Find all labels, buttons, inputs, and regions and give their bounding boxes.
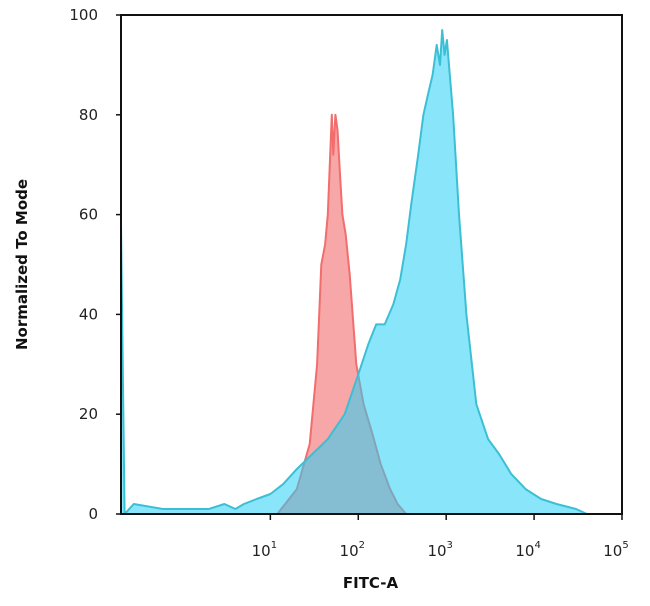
x-tick-base: 10 [603,542,622,560]
x-tick-exponent: 5 [622,540,628,551]
x-tick-base: 10 [427,542,446,560]
y-tick-label: 0 [88,505,98,523]
y-tick-layer: 0 20 40 60 80 100 [69,6,121,523]
y-tick-label: 60 [79,206,98,224]
x-tick-label: 102 [340,540,365,560]
x-tick-base: 10 [252,542,271,560]
y-tick-label: 40 [79,305,98,323]
x-tick-exponent: 4 [534,540,540,551]
y-tick-label: 20 [79,405,98,423]
series-layer [120,29,588,515]
x-tick-base: 10 [515,542,534,560]
x-tick-exponent: 1 [271,540,277,551]
x-tick-exponent: 2 [359,540,365,551]
x-tick-base: 10 [340,542,359,560]
histogram-series-2 [120,29,588,515]
x-tick-label: 101 [252,540,277,560]
x-tick-exponent: 3 [447,540,453,551]
x-axis-title: FITC-A [343,574,399,592]
x-tick-layer: 101 102 103 104 105 [252,514,629,560]
plot-frame [120,14,623,515]
y-axis-title: Normalized To Mode [13,179,31,350]
y-tick-label: 100 [69,6,98,24]
x-tick-label: 104 [515,540,540,560]
x-tick-label: 103 [427,540,452,560]
x-tick-label: 105 [603,540,628,560]
y-tick-label: 80 [79,106,98,124]
